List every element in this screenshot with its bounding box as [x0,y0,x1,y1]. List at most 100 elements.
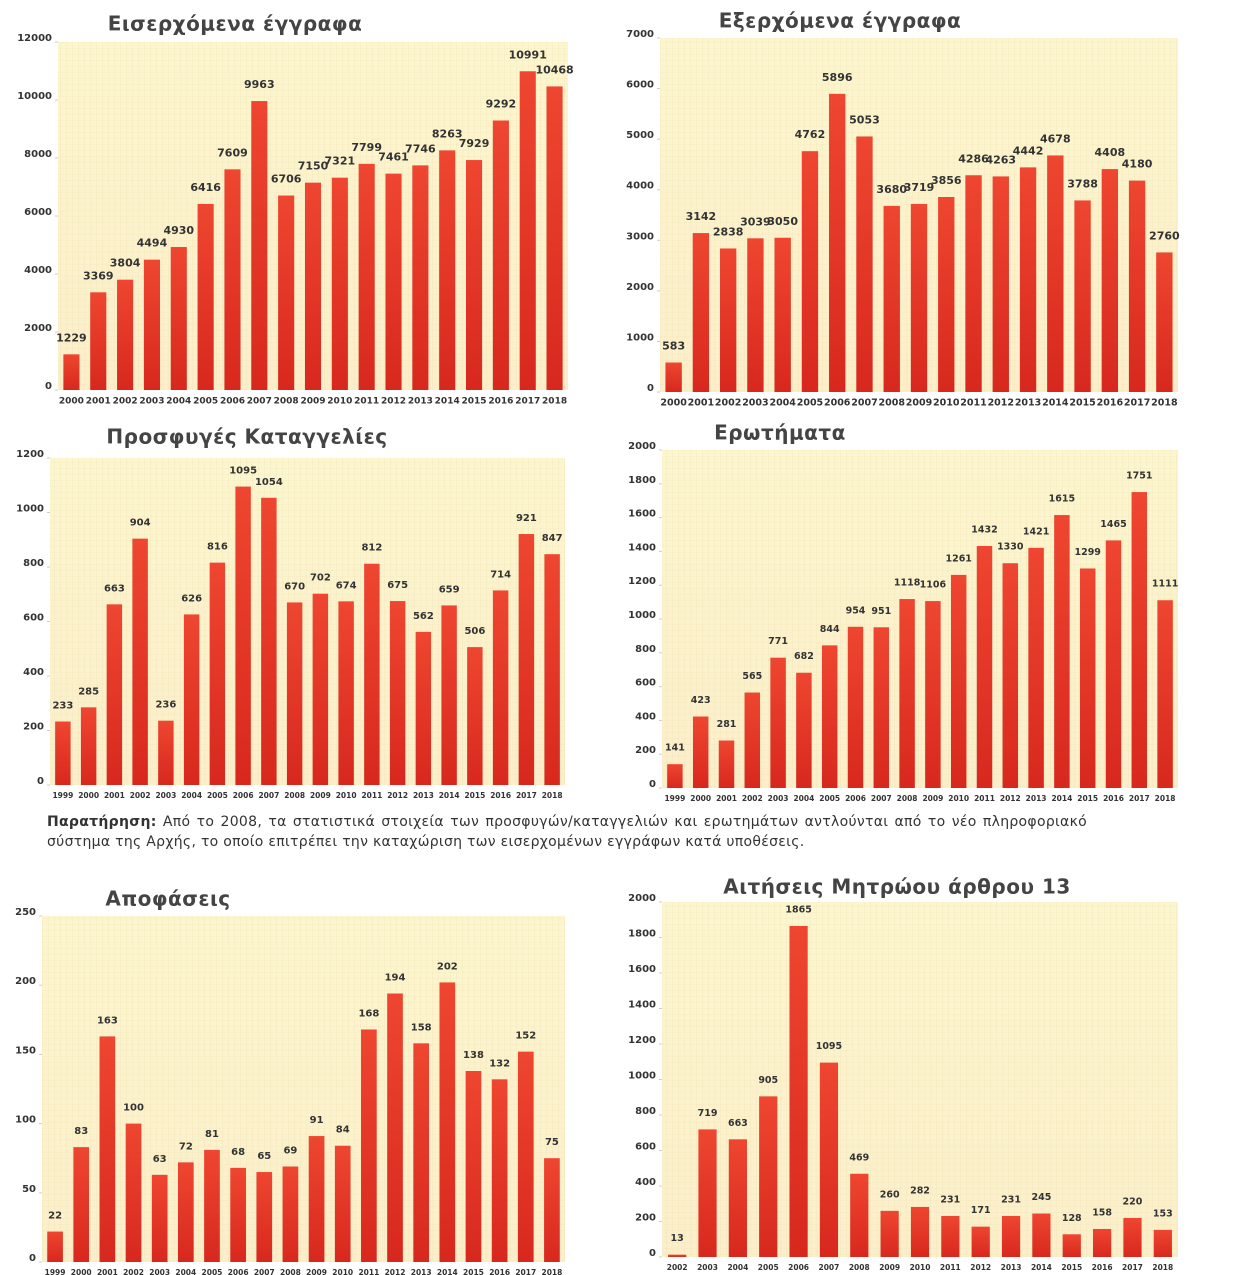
value-label: 1299 [1074,547,1100,558]
value-label: 7150 [298,160,329,173]
value-label: 84 [336,1125,350,1136]
value-label: 4762 [795,128,826,141]
x-tick-label: 2008 [849,1263,870,1272]
x-tick-label: 2003 [742,398,768,409]
x-tick-label: 2001 [86,397,111,407]
value-label: 68 [231,1147,245,1158]
value-label: 260 [880,1189,900,1200]
value-label: 816 [207,542,228,553]
bar [439,150,456,390]
value-label: 4678 [1040,132,1071,145]
value-label: 9292 [486,98,517,111]
bar [546,86,563,390]
x-tick-label: 2016 [489,1268,510,1275]
y-tick-label: 1400 [628,1000,656,1011]
x-tick-label: 2009 [879,1263,900,1272]
value-label: 3369 [83,269,114,282]
chart-title: Αιτήσεις Μητρώου άρθρου 13 [723,875,1071,899]
x-tick-label: 2000 [690,794,711,803]
value-label: 4442 [1013,144,1044,157]
y-tick-label: 1200 [16,449,44,460]
value-label: 100 [123,1103,144,1114]
value-label: 4180 [1122,158,1153,171]
bar [106,604,123,785]
x-tick-label: 2017 [1122,1263,1143,1272]
x-tick-label: 2018 [542,397,567,407]
value-label: 719 [698,1108,718,1119]
y-tick-label: 2000 [24,323,52,334]
value-label: 69 [283,1146,297,1157]
x-tick-label: 2003 [768,794,789,803]
x-tick-label: 2006 [233,791,254,800]
value-label: 3050 [767,215,798,228]
x-tick-label: 2012 [970,1263,991,1272]
bar [364,563,380,785]
x-tick-label: 2003 [697,1263,718,1272]
y-tick-label: 1200 [628,576,656,587]
y-tick-label: 400 [635,711,656,722]
x-tick-label: 2008 [280,1268,301,1275]
bar [209,562,226,785]
value-label: 202 [437,961,458,972]
value-label: 954 [846,605,866,616]
bar [880,1210,899,1257]
bar [412,165,429,390]
value-label: 8263 [432,127,463,140]
value-label: 3804 [110,257,141,270]
value-label: 565 [742,671,762,682]
y-tick-label: 200 [635,745,656,756]
bar [518,534,535,785]
value-label: 7929 [459,137,490,150]
value-label: 7461 [378,151,409,164]
value-label: 506 [464,626,485,637]
x-tick-label: 2017 [516,791,537,800]
y-tick-label: 800 [635,1106,656,1117]
value-label: 674 [336,580,357,591]
y-tick-label: 800 [23,558,44,569]
value-label: 626 [181,593,202,604]
plot-texture [42,916,565,1262]
x-tick-label: 2002 [130,791,151,800]
value-label: 5896 [822,71,853,84]
x-tick-label: 2014 [1031,1263,1052,1272]
value-label: 6416 [190,181,221,194]
value-label: 10991 [509,48,547,61]
y-tick-label: 600 [635,1142,656,1153]
value-label: 236 [155,700,176,711]
x-tick-label: 2011 [960,398,986,409]
value-label: 9963 [244,78,275,91]
bar [389,601,406,785]
value-label: 675 [387,580,408,591]
bar [856,136,873,392]
x-tick-label: 2014 [439,791,460,800]
x-tick-label: 2013 [408,397,433,407]
x-tick-label: 2000 [78,791,99,800]
value-label: 5053 [849,113,880,126]
value-label: 670 [284,581,305,592]
value-label: 4286 [958,152,989,165]
bar [63,354,80,390]
bar [170,247,187,390]
value-label: 7746 [405,142,436,155]
bar [1131,492,1148,788]
x-tick-label: 2015 [464,791,485,800]
y-tick-label: 6000 [24,207,52,218]
value-label: 138 [463,1050,484,1061]
x-tick-label: 2011 [940,1263,961,1272]
value-label: 469 [849,1152,869,1163]
bar [950,574,967,788]
x-tick-label: 2010 [327,397,352,407]
bar [1028,547,1044,788]
value-label: 158 [1092,1207,1112,1218]
x-tick-label: 2018 [1155,794,1176,803]
bar [899,599,915,788]
value-label: 132 [489,1058,510,1069]
bar [544,554,560,785]
x-tick-label: 2005 [207,791,228,800]
value-label: 7609 [217,146,248,159]
value-label: 10468 [535,63,573,76]
value-label: 91 [310,1115,324,1126]
bar [519,71,536,391]
value-label: 83 [74,1126,88,1137]
